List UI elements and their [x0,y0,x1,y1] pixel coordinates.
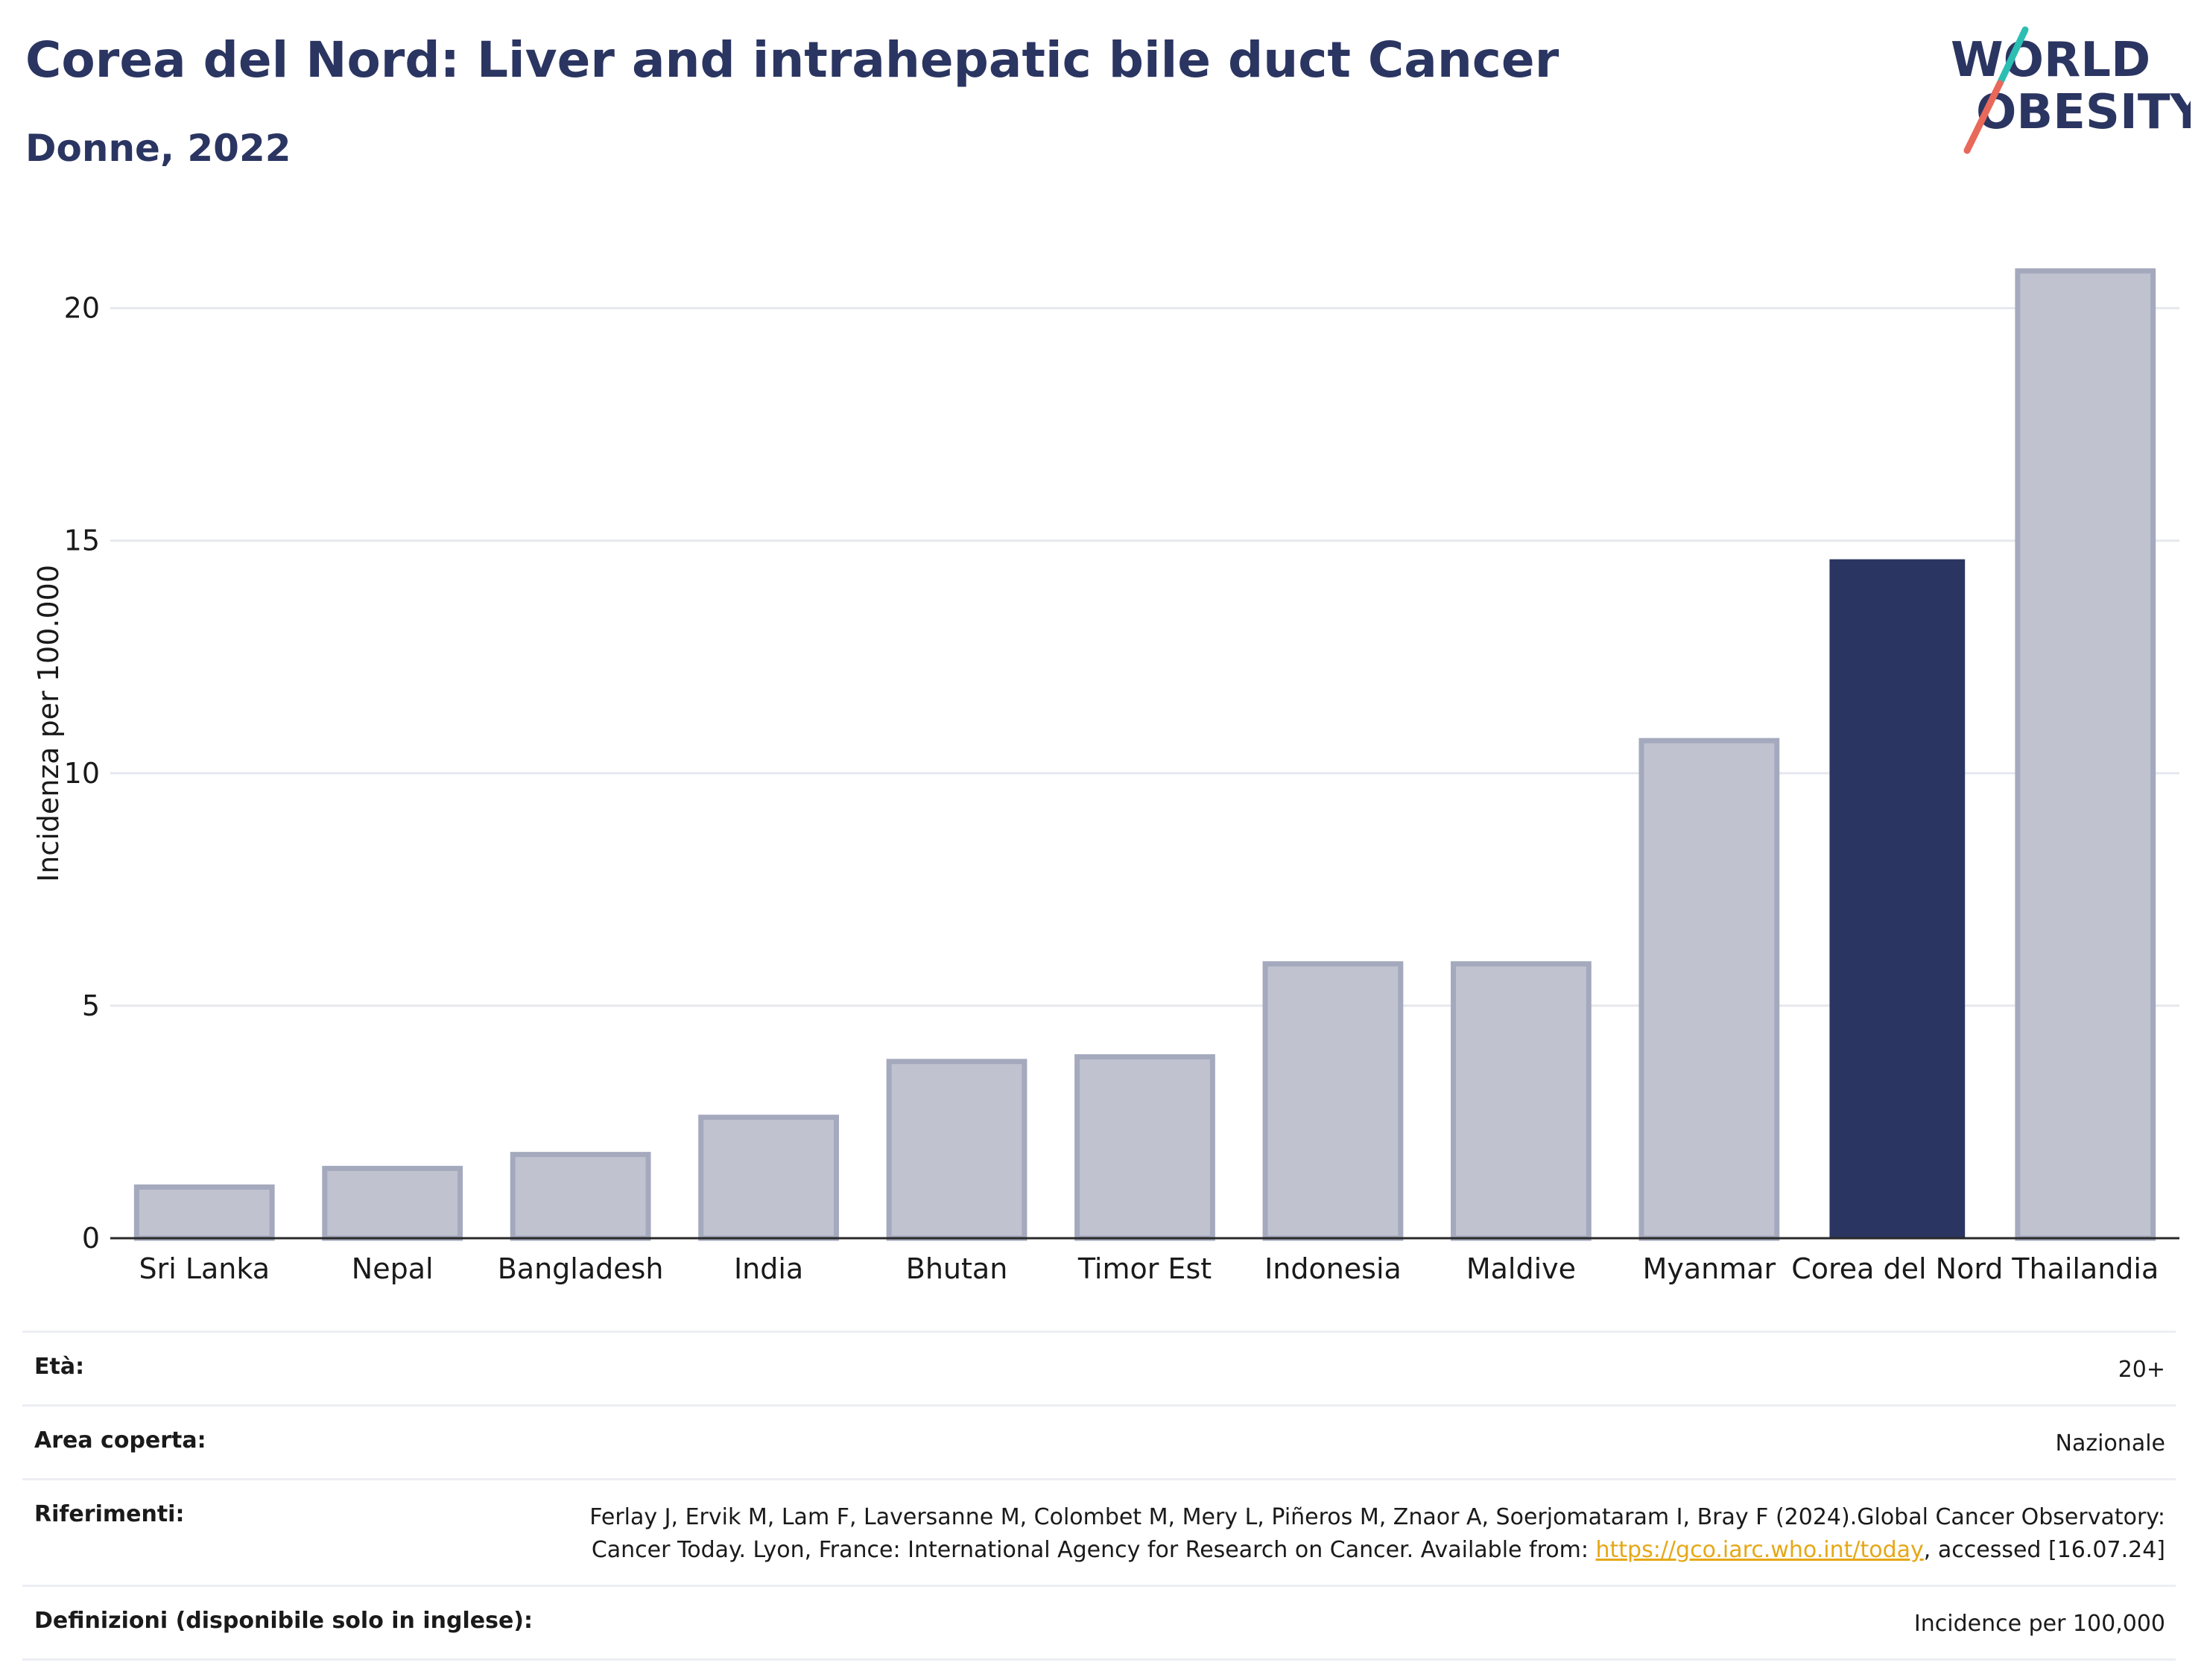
chart-subtitle: Donne, 2022 [25,127,291,170]
info-row-age: Età: 20+ [22,1331,2176,1404]
logo-word-obesity: OBESITY [1976,85,2191,140]
x-tick-label: Maldive [1466,1252,1576,1285]
age-label: Età: [34,1354,85,1380]
x-tick-label: India [734,1252,803,1285]
bar-nepal[interactable] [322,1165,463,1241]
y-tick-label: 5 [82,989,100,1022]
chart-title: Corea del Nord: Liver and intrahepatic b… [25,31,1559,89]
x-tick-label: Indonesia [1264,1252,1402,1285]
bar-indonesia[interactable] [1262,961,1404,1241]
info-table: Età: 20+ Area coperta: Nazionale Riferim… [22,1331,2176,1661]
x-tick-label: Nepal [352,1252,434,1285]
x-tick-label: Sri Lanka [139,1252,270,1285]
y-tick-label: 20 [64,292,100,325]
world-obesity-logo: WORLD OBESITY [1951,26,2191,154]
area-label: Area coperta: [34,1427,206,1454]
bar-timor-est[interactable] [1074,1054,1215,1241]
x-tick-label: Myanmar [1643,1252,1776,1285]
bar-sri-lanka[interactable] [133,1184,275,1241]
logo-slash-top [1996,26,2029,87]
bar-bangladesh[interactable] [510,1152,651,1241]
bar-chart: 0 5 10 15 20 Sri Lanka Nepal Bangladesh India Bhu… [32,268,2179,1285]
y-tick-label: 10 [64,757,100,790]
bar-maldive[interactable] [1451,961,1592,1241]
references-label: Riferimenti: [34,1501,185,1527]
logo-slash-bottom [1963,80,2004,154]
x-tick-label: Bangladesh [498,1252,664,1285]
definitions-label: Definizioni (disponibile solo in inglese… [34,1608,533,1634]
references-value: Ferlay J, Ervik M, Lam F, Laversanne M, … [563,1501,2165,1567]
y-tick-label: 15 [64,524,100,557]
y-axis-label: Incidenza per 100.000 [32,565,65,882]
definitions-value: Incidence per 100,000 [1913,1611,2165,1637]
info-row-definitions: Definizioni (disponibile solo in inglese… [22,1585,2176,1661]
references-accessed: , accessed [16.07.24] [1923,1537,2165,1563]
x-tick-label: Bhutan [906,1252,1008,1285]
info-row-references: Riferimenti: Ferlay J, Ervik M, Lam F, L… [22,1478,2176,1585]
bar-corea-del-nord[interactable] [1829,559,1966,1238]
x-tick-label: Thailandia [2011,1252,2159,1285]
info-row-area: Area coperta: Nazionale [22,1404,2176,1478]
x-tick-label: Corea del Nord [1791,1252,2003,1285]
bars [133,268,2156,1241]
axes: 0 5 10 15 20 Sri Lanka Nepal Bangladesh India Bhu… [64,292,2179,1285]
x-tick-label: Timor Est [1077,1252,1212,1285]
bar-myanmar[interactable] [1638,738,1780,1241]
age-value: 20+ [2118,1357,2165,1383]
logo-word-world: WORLD [1951,33,2150,88]
y-tick-label: 0 [82,1222,100,1255]
bar-india[interactable] [698,1115,839,1241]
bar-bhutan[interactable] [886,1059,1027,1241]
bar-thailandia[interactable] [2015,268,2156,1241]
references-text: Ferlay J, Ervik M, Lam F, Laversanne M, … [589,1504,2165,1563]
area-value: Nazionale [2055,1430,2165,1456]
references-link[interactable]: https://gco.iarc.who.int/today [1595,1537,1924,1563]
